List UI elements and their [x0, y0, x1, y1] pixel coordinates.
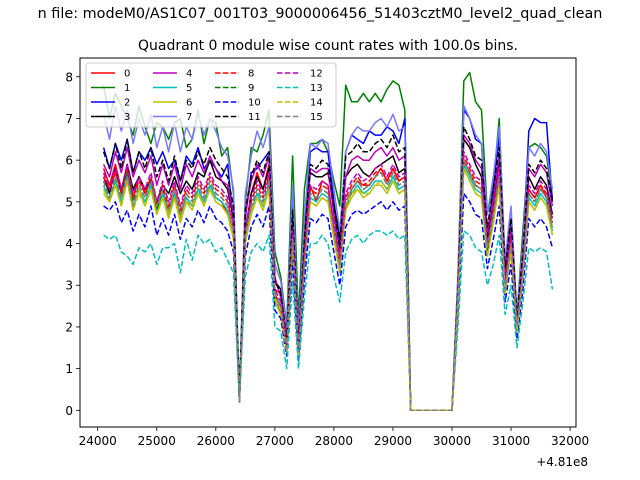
legend-label-8: 8: [248, 69, 254, 80]
y-tick-label: 2: [65, 320, 73, 334]
series-line-8: [102, 155, 554, 412]
legend-label-0: 0: [124, 69, 130, 80]
x-tick-label: 29000: [374, 434, 412, 448]
legend-label-1: 1: [124, 83, 130, 94]
x-tick-label: 31000: [492, 434, 530, 448]
y-tick-label: 1: [65, 362, 73, 376]
legend-label-5: 5: [186, 83, 192, 94]
legend-label-11: 11: [248, 112, 261, 123]
y-tick-label: 0: [65, 404, 73, 418]
legend-label-6: 6: [186, 98, 192, 109]
x-tick-label: 27000: [256, 434, 294, 448]
y-tick-label: 8: [65, 70, 73, 84]
plot-area: [102, 71, 554, 412]
y-tick-label: 7: [65, 112, 73, 126]
plot-frame: [79, 57, 577, 428]
y-tick-label: 3: [65, 279, 73, 293]
x-tick-label: 25000: [138, 434, 176, 448]
x-offset-text: +4.81e8: [536, 455, 588, 469]
figure-suptitle: n file: modeM0/AS1C07_001T03_9000006456_…: [38, 6, 603, 22]
legend-label-4: 4: [186, 69, 192, 80]
x-tick-label: 32000: [551, 434, 589, 448]
y-tick-label: 5: [65, 195, 73, 209]
y-tick-label: 6: [65, 154, 73, 168]
x-tick-label: 28000: [315, 434, 353, 448]
legend-frame: [85, 62, 337, 128]
series-line-11: [102, 126, 554, 412]
legend-label-3: 3: [124, 112, 130, 123]
legend-label-9: 9: [248, 83, 254, 94]
series-line-10: [103, 192, 554, 412]
y-tick-label: 4: [65, 237, 73, 251]
chart-title: Quadrant 0 module wise count rates with …: [138, 38, 518, 54]
legend-label-12: 12: [310, 69, 323, 80]
series-layer: [102, 71, 554, 412]
x-tick-label: 26000: [197, 434, 235, 448]
legend-label-13: 13: [310, 83, 323, 94]
legend-label-15: 15: [310, 112, 323, 123]
x-tick-label: 30000: [433, 434, 471, 448]
x-tick-label: 24000: [79, 434, 117, 448]
legend-label-7: 7: [186, 112, 192, 123]
axes-layer: 24000 25000 26000 27000 28000 29000 30000 31000…: [65, 70, 589, 448]
series-line-15: [102, 159, 554, 412]
legend-label-2: 2: [124, 98, 130, 109]
legend-label-10: 10: [248, 98, 261, 109]
series-line-12: [102, 151, 554, 412]
legend-label-14: 14: [310, 98, 323, 109]
series-line-14: [102, 167, 554, 412]
series-line-4: [102, 134, 554, 412]
series-line-7: [102, 105, 554, 412]
series-line-2: [102, 109, 554, 412]
